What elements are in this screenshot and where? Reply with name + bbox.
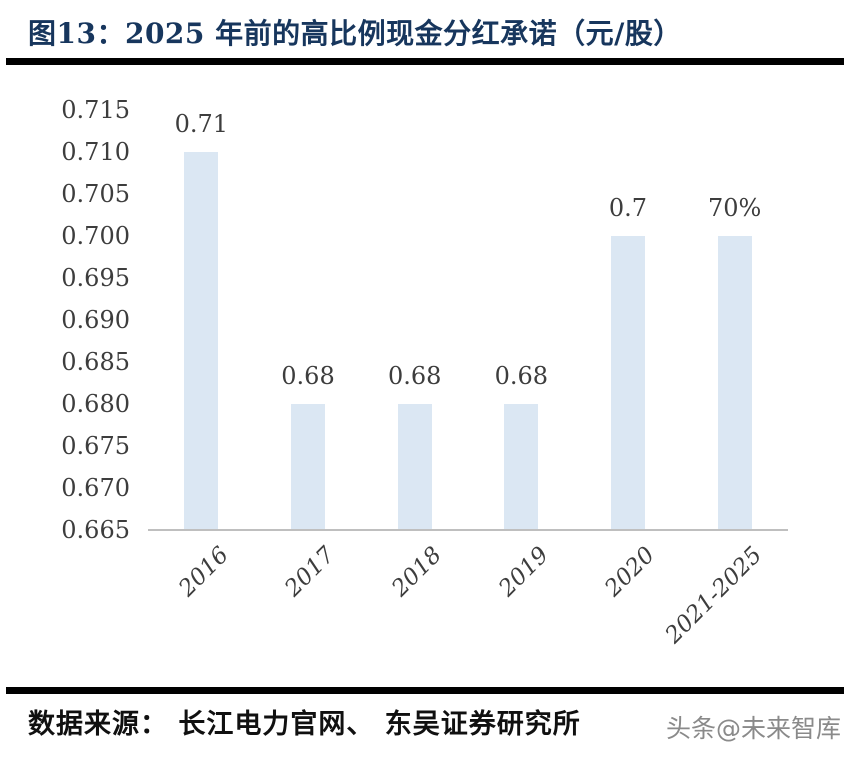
y-axis-tick-label: 0.665 bbox=[61, 516, 130, 544]
bar-2018 bbox=[397, 404, 432, 530]
bar-value-label-2021-2025: 70% bbox=[707, 194, 762, 222]
bar-value-label-2016: 0.71 bbox=[174, 110, 229, 138]
x-axis-label-2018: 2018 bbox=[387, 542, 448, 602]
figure-title: 图13：2025 年前的高比例现金分红承诺（元/股） bbox=[28, 17, 682, 50]
title-separator-line bbox=[6, 58, 844, 65]
y-axis-tick-label: 0.685 bbox=[61, 348, 130, 376]
y-axis-tick-label: 0.710 bbox=[61, 138, 130, 166]
y-axis-tick-label: 0.705 bbox=[61, 180, 130, 208]
x-axis-label-2016: 2016 bbox=[173, 542, 234, 602]
y-axis-tick-label: 0.670 bbox=[61, 474, 130, 502]
y-axis-tick-label: 0.675 bbox=[61, 432, 130, 460]
x-axis-label-2017: 2017 bbox=[280, 542, 341, 602]
data-source-text: 数据来源： 长江电力官网、 东吴证券研究所 bbox=[28, 709, 581, 740]
x-axis-label-2019: 2019 bbox=[493, 542, 554, 602]
footer-separator-line bbox=[6, 687, 844, 694]
bar-value-label-2017: 0.68 bbox=[281, 362, 335, 390]
dividend-commitment-bar-chart: 0.715 0.710 0.705 0.700 0.695 0.690 0.685 0.680… bbox=[0, 85, 849, 680]
x-axis-label-2021-2025: 2021-2025 bbox=[660, 542, 768, 649]
bar-value-label-2020: 0.7 bbox=[608, 194, 648, 222]
bar-2017 bbox=[291, 404, 325, 530]
y-axis-tick-label: 0.715 bbox=[61, 96, 130, 124]
bar-value-label-2018: 0.68 bbox=[387, 362, 442, 390]
y-axis-tick-label: 0.700 bbox=[61, 222, 130, 250]
bar-2016 bbox=[184, 152, 219, 530]
bar-2019 bbox=[504, 404, 539, 530]
x-axis-label-2020: 2020 bbox=[600, 542, 661, 602]
bar-2021-2025 bbox=[717, 236, 752, 530]
bar-2020 bbox=[611, 236, 645, 530]
y-axis-tick-label: 0.690 bbox=[61, 306, 130, 334]
bar-value-label-2019: 0.68 bbox=[494, 362, 549, 390]
y-axis-tick-label: 0.680 bbox=[61, 390, 130, 418]
y-axis-tick-label: 0.695 bbox=[61, 264, 130, 292]
x-axis-line bbox=[148, 529, 788, 531]
watermark-text: 头条@未来智库 bbox=[665, 714, 841, 743]
